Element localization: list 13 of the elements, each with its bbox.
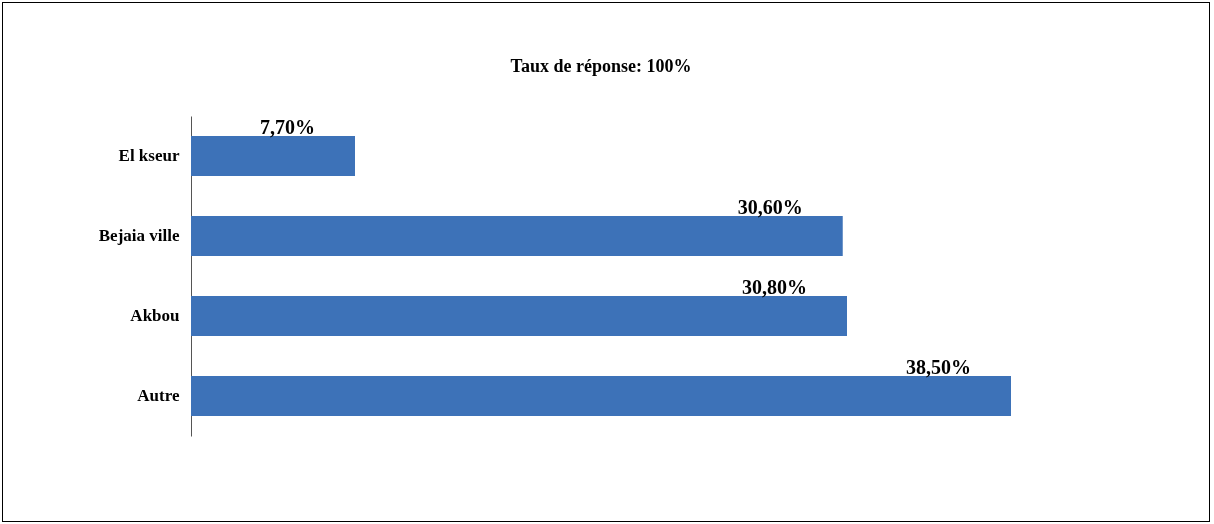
chart-title: Taux de réponse: 100% [510, 56, 692, 76]
data-label: 30,60% [737, 196, 803, 218]
y-tick-label: Akbou [130, 306, 180, 325]
bar [191, 136, 355, 176]
bar [191, 296, 847, 336]
data-label: 7,70% [260, 116, 315, 138]
bar [191, 216, 843, 256]
data-label: 38,50% [906, 356, 971, 378]
y-tick-label: Autre [137, 386, 180, 405]
y-tick-label: Bejaia ville [98, 226, 180, 245]
y-tick-label: El kseur [118, 146, 180, 165]
bar [191, 376, 1011, 416]
data-label: 30,80% [742, 276, 807, 298]
